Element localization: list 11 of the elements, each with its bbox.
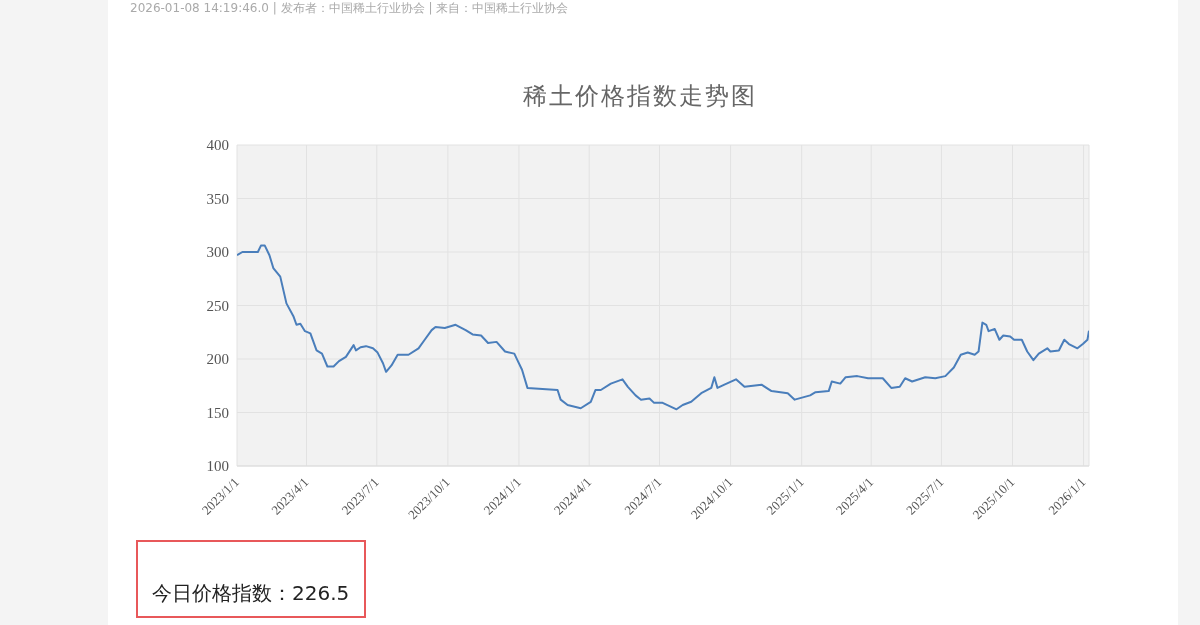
y-tick-label: 400 bbox=[206, 137, 229, 154]
y-tick-label: 150 bbox=[206, 404, 229, 421]
text: 今日价格指数：226.5 bbox=[136, 540, 366, 618]
y-tick-label: 250 bbox=[206, 297, 229, 314]
text: 2026-01-08 14:19:46.0 | 发布者：中国稀土行业协会 | 来自：中国稀土行业协会 bbox=[130, 0, 569, 17]
line-series bbox=[237, 244, 1089, 411]
y-tick-label: 200 bbox=[206, 351, 229, 368]
y-tick-label: 350 bbox=[206, 190, 229, 207]
y-tick-label: 300 bbox=[206, 244, 229, 261]
chart-title: 稀土价格指数走势图 bbox=[521, 81, 758, 112]
y-tick-label: 100 bbox=[206, 458, 229, 475]
